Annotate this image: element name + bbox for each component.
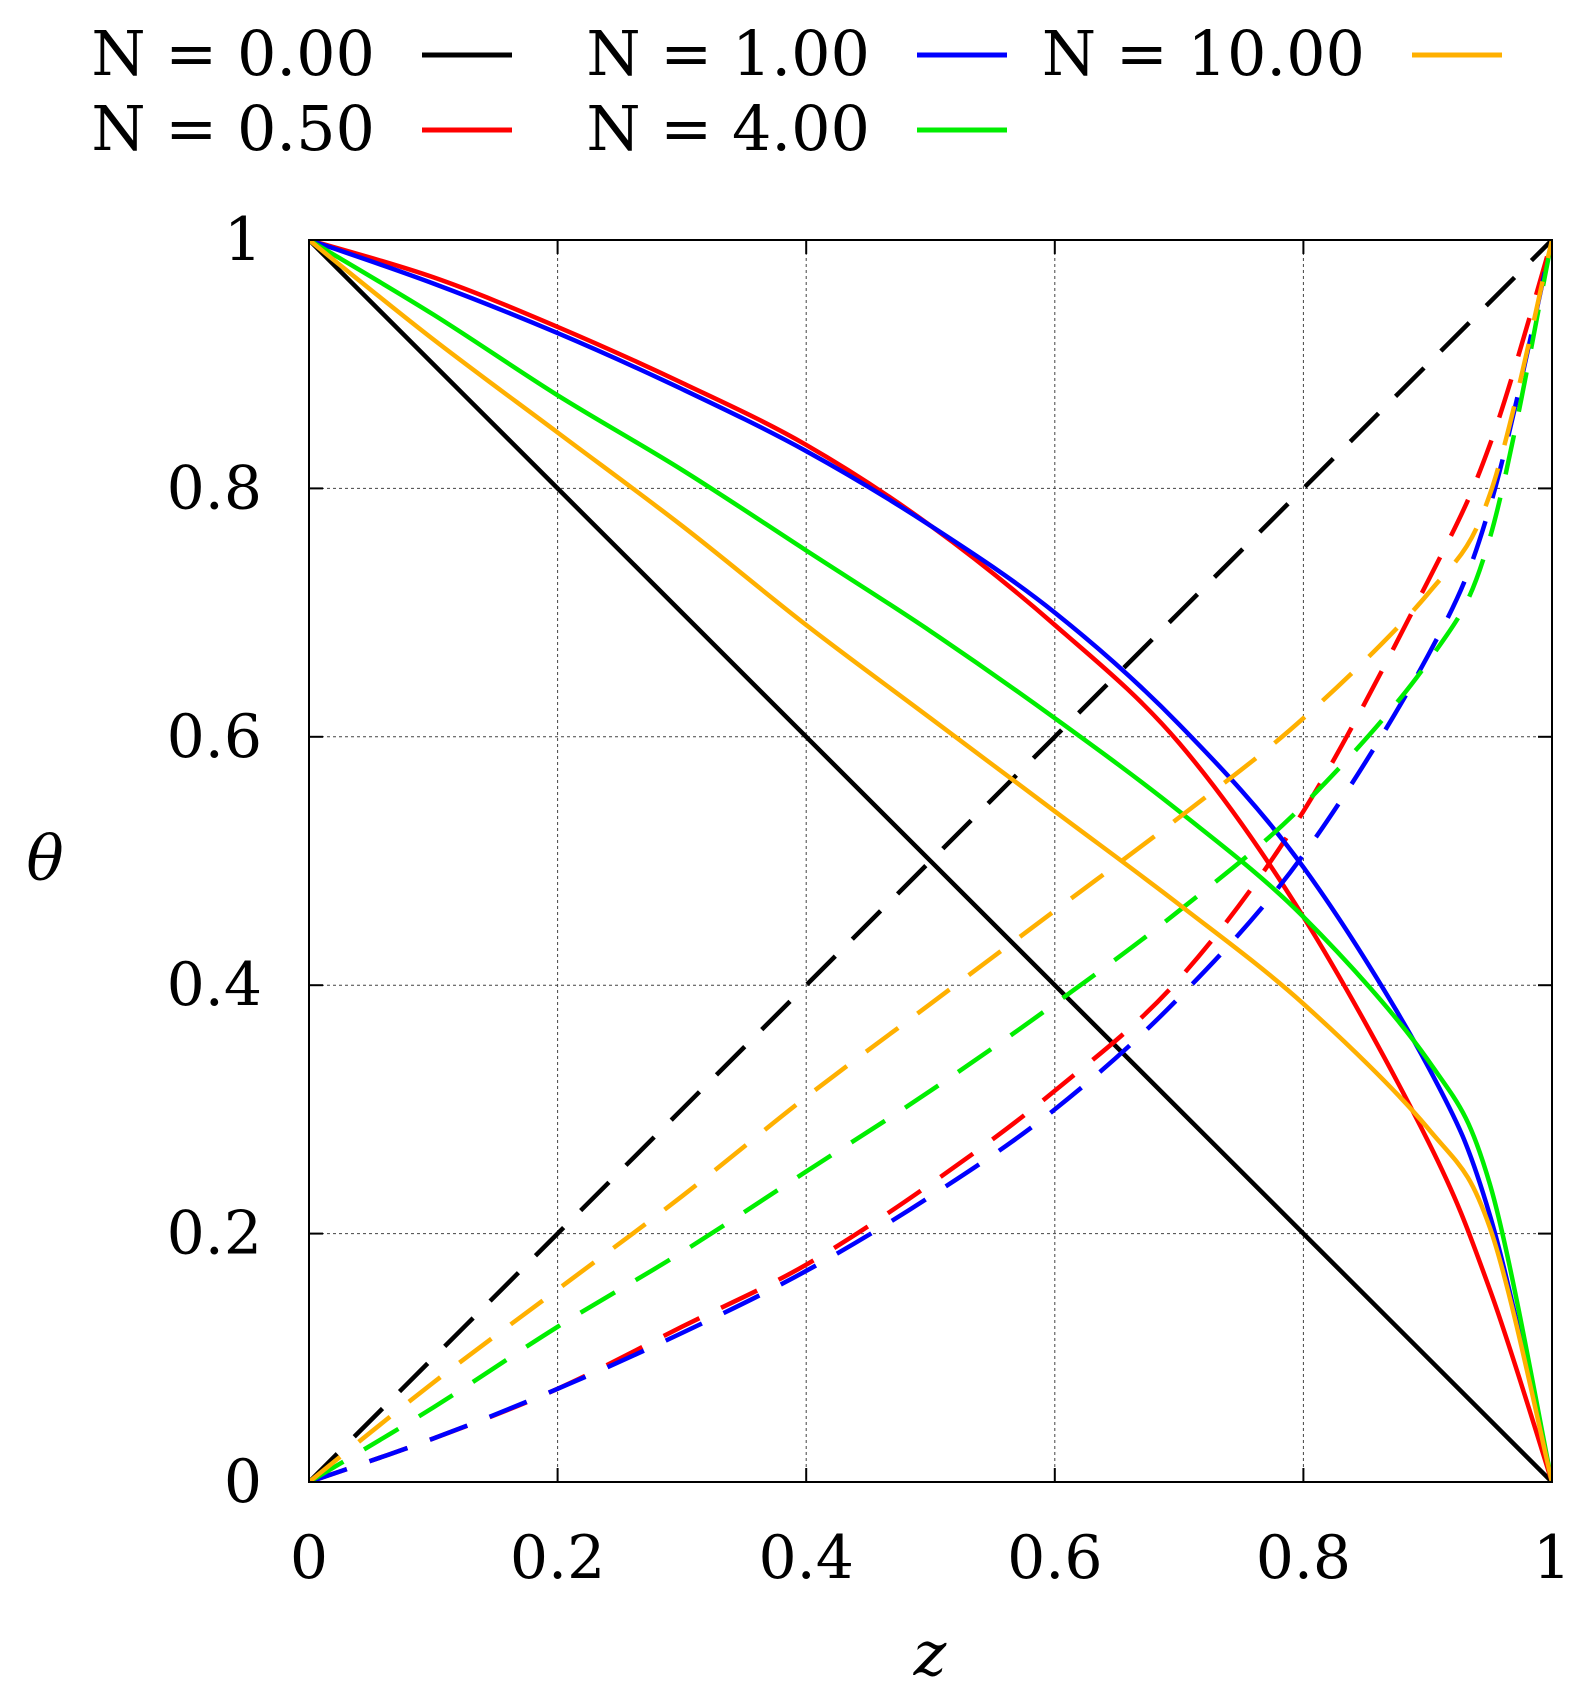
x-tick-label: 1 <box>1533 1523 1571 1593</box>
series-solid-n-4-00 <box>309 240 1552 1482</box>
y-tick-label: 1 <box>224 205 262 275</box>
y-tick-label: 0.2 <box>167 1199 262 1269</box>
y-tick-label: 0 <box>224 1447 262 1517</box>
legend-item-n-4-00: N = 4.00 <box>586 92 1007 165</box>
x-tick-label: 0 <box>290 1523 328 1593</box>
y-tick-label: 0.4 <box>167 950 262 1020</box>
legend-item-n-0-50: N = 0.50 <box>91 92 512 165</box>
axis-ticks: 0 0.2 0.4 0.6 0.8 1 0 0.2 0.4 0.6 0.8 1 <box>167 205 1572 1593</box>
series-dashed-n-1-00 <box>309 240 1552 1482</box>
x-tick-label: 0.6 <box>1007 1523 1102 1593</box>
legend-item-n-1-00: N = 1.00 <box>586 17 1007 90</box>
x-axis-title: z <box>913 1617 947 1690</box>
x-tick-label: 0.2 <box>510 1523 605 1593</box>
legend-label: N = 1.00 <box>586 17 870 90</box>
legend-label: N = 4.00 <box>586 92 870 165</box>
y-tick-label: 0.8 <box>167 453 262 523</box>
legend: N = 0.00N = 0.50 N = 1.00N = 4.00 N = 10.0… <box>91 17 1502 165</box>
legend-item-n-10-00: N = 10.00 <box>1042 17 1502 90</box>
legend-label: N = 10.00 <box>1042 17 1365 90</box>
y-axis-title: θ <box>26 822 63 895</box>
legend-label: N = 0.50 <box>91 92 375 165</box>
x-tick-label: 0.4 <box>758 1523 853 1593</box>
series-solid-n-10-00 <box>309 240 1552 1482</box>
legend-item-n-0-00: N = 0.00 <box>91 17 512 90</box>
series-solid-n-0-00 <box>309 240 1552 1482</box>
series-group <box>309 240 1552 1482</box>
legend-label: N = 0.00 <box>91 17 375 90</box>
plot-frame <box>308 239 1553 1483</box>
series-solid-n-0-50 <box>309 240 1552 1482</box>
series-dashed-n-4-00 <box>309 240 1552 1482</box>
y-tick-label: 0.6 <box>167 702 262 772</box>
series-solid-n-1-00 <box>309 240 1552 1482</box>
x-tick-label: 0.8 <box>1256 1523 1351 1593</box>
